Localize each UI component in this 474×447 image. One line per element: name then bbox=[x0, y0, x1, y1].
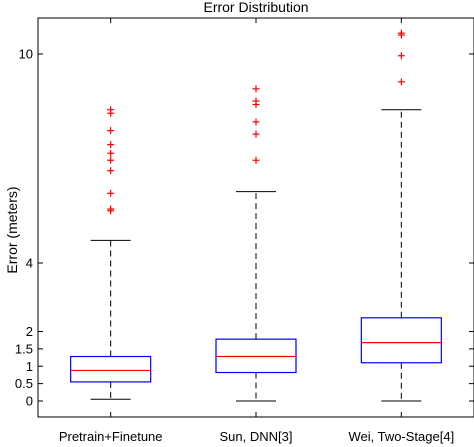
outlier-marker bbox=[107, 149, 115, 157]
outlier-marker bbox=[107, 106, 115, 114]
iqr-box bbox=[70, 355, 152, 383]
outlier-marker bbox=[252, 85, 260, 93]
chart-title: Error Distribution bbox=[203, 0, 308, 15]
box-group-2 bbox=[215, 85, 297, 402]
y-tick-label: 0.5 bbox=[15, 376, 33, 391]
box-group-1 bbox=[70, 106, 152, 400]
x-category-label: Pretrain+Finetune bbox=[59, 429, 163, 444]
outlier-marker bbox=[107, 127, 115, 135]
y-tick-label: 0 bbox=[26, 394, 33, 409]
y-tick-label: 4 bbox=[26, 256, 33, 271]
outlier-marker bbox=[107, 141, 115, 149]
iqr-box bbox=[215, 338, 297, 374]
outlier-marker bbox=[107, 189, 115, 197]
outlier-marker bbox=[107, 156, 115, 164]
x-category-label: Wei, Two-Stage[4] bbox=[348, 429, 454, 444]
outlier-marker bbox=[107, 205, 115, 213]
outlier-marker bbox=[397, 29, 405, 37]
outlier-marker bbox=[107, 167, 115, 175]
y-tick-label: 1 bbox=[26, 359, 33, 374]
outlier-marker bbox=[252, 97, 260, 105]
box-group-3 bbox=[360, 29, 442, 402]
outlier-marker bbox=[252, 130, 260, 138]
outlier-marker bbox=[397, 78, 405, 86]
outlier-marker bbox=[252, 118, 260, 126]
iqr-box bbox=[360, 317, 442, 364]
outlier-marker bbox=[252, 156, 260, 164]
x-category-label: Sun, DNN[3] bbox=[220, 429, 293, 444]
y-tick-label: 2 bbox=[26, 324, 33, 339]
outlier-marker bbox=[397, 52, 405, 60]
y-tick-label: 1.5 bbox=[15, 341, 33, 356]
y-axis-label: Error (meters) bbox=[4, 186, 20, 273]
chart-marks: 0 0.5 1 1.5 2 4 10 Pretrain+Finetune Sun, DNN[3]… bbox=[15, 18, 474, 444]
y-tick-label: 10 bbox=[19, 47, 33, 62]
